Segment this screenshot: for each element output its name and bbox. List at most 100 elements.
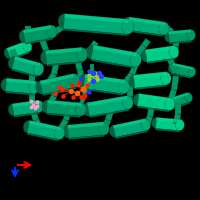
Polygon shape (63, 21, 69, 29)
Polygon shape (47, 61, 83, 66)
Polygon shape (12, 56, 40, 76)
Polygon shape (156, 117, 180, 131)
Polygon shape (169, 30, 191, 42)
Polygon shape (173, 102, 190, 109)
Ellipse shape (165, 31, 173, 42)
Polygon shape (169, 30, 191, 34)
Ellipse shape (165, 98, 175, 110)
Polygon shape (14, 112, 40, 117)
Ellipse shape (129, 75, 139, 88)
Ellipse shape (42, 100, 52, 113)
Polygon shape (80, 46, 94, 58)
Polygon shape (82, 83, 90, 97)
Polygon shape (46, 113, 80, 118)
Polygon shape (43, 87, 76, 96)
Polygon shape (12, 69, 37, 77)
Ellipse shape (161, 72, 171, 85)
Polygon shape (29, 121, 61, 130)
Ellipse shape (133, 94, 143, 106)
Polygon shape (129, 63, 139, 75)
Polygon shape (170, 93, 190, 107)
Ellipse shape (76, 47, 88, 61)
Polygon shape (170, 41, 191, 44)
Ellipse shape (187, 30, 195, 41)
Ellipse shape (36, 81, 47, 94)
Polygon shape (91, 59, 134, 69)
Polygon shape (9, 49, 19, 61)
Polygon shape (147, 58, 175, 64)
Ellipse shape (76, 103, 86, 116)
Polygon shape (171, 63, 193, 77)
Polygon shape (68, 122, 104, 128)
Ellipse shape (23, 41, 32, 52)
Ellipse shape (23, 120, 33, 133)
Ellipse shape (188, 67, 196, 77)
Ellipse shape (19, 30, 29, 43)
Polygon shape (145, 46, 175, 62)
Ellipse shape (118, 80, 129, 94)
Ellipse shape (63, 125, 73, 138)
Polygon shape (64, 14, 129, 23)
Ellipse shape (122, 19, 134, 34)
Polygon shape (156, 117, 180, 122)
Polygon shape (133, 72, 166, 78)
Polygon shape (93, 45, 137, 56)
Polygon shape (142, 38, 150, 48)
Polygon shape (83, 74, 125, 94)
Polygon shape (83, 88, 123, 95)
Polygon shape (171, 45, 179, 55)
Polygon shape (125, 21, 133, 29)
Polygon shape (162, 24, 174, 34)
Ellipse shape (83, 103, 94, 116)
Ellipse shape (47, 25, 57, 38)
Polygon shape (113, 119, 145, 128)
Polygon shape (68, 122, 104, 138)
Ellipse shape (40, 51, 52, 65)
Ellipse shape (58, 14, 70, 29)
Polygon shape (29, 86, 35, 96)
Polygon shape (85, 74, 125, 83)
Polygon shape (127, 84, 133, 96)
Polygon shape (50, 24, 66, 36)
Polygon shape (173, 63, 193, 70)
Ellipse shape (8, 56, 19, 69)
Polygon shape (171, 73, 191, 79)
Polygon shape (51, 87, 59, 97)
Polygon shape (45, 72, 57, 86)
Polygon shape (169, 31, 177, 37)
Polygon shape (45, 95, 57, 109)
Polygon shape (69, 135, 104, 140)
Ellipse shape (122, 96, 133, 109)
Ellipse shape (152, 117, 160, 128)
Polygon shape (127, 17, 165, 35)
Polygon shape (87, 96, 129, 116)
Ellipse shape (185, 93, 193, 102)
Polygon shape (14, 56, 40, 66)
Polygon shape (89, 109, 129, 118)
Polygon shape (143, 115, 153, 129)
Polygon shape (137, 106, 169, 112)
Polygon shape (43, 49, 51, 57)
Polygon shape (78, 95, 86, 109)
Polygon shape (134, 44, 146, 58)
Polygon shape (113, 119, 147, 137)
Polygon shape (90, 40, 98, 50)
Polygon shape (171, 76, 179, 90)
Ellipse shape (169, 46, 179, 58)
Ellipse shape (8, 104, 18, 116)
Ellipse shape (123, 17, 133, 30)
Polygon shape (135, 85, 167, 90)
Polygon shape (77, 70, 85, 84)
Polygon shape (29, 76, 35, 84)
Polygon shape (46, 100, 82, 116)
Polygon shape (47, 100, 82, 106)
Polygon shape (29, 96, 35, 106)
Polygon shape (100, 22, 110, 26)
Ellipse shape (1, 78, 11, 91)
Polygon shape (87, 96, 127, 106)
Polygon shape (133, 72, 167, 88)
Polygon shape (90, 64, 94, 74)
Polygon shape (40, 74, 74, 84)
Polygon shape (63, 111, 71, 121)
Polygon shape (63, 14, 129, 34)
